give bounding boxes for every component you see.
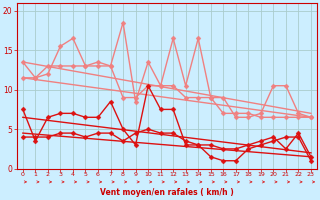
X-axis label: Vent moyen/en rafales ( km/h ): Vent moyen/en rafales ( km/h ) [100,188,234,197]
